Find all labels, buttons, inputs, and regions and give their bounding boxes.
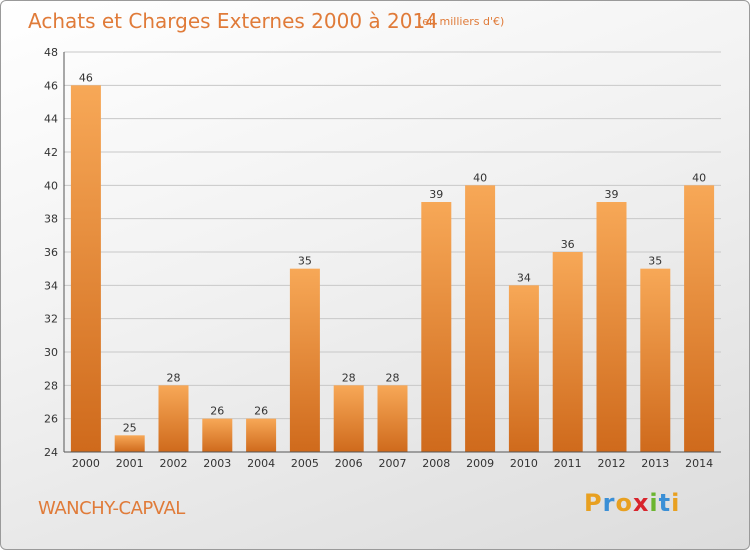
x-tick-label: 2003 xyxy=(203,457,231,470)
bar-value-label: 26 xyxy=(210,405,224,418)
bar-value-label: 28 xyxy=(342,371,356,384)
bar-value-label: 35 xyxy=(648,255,662,268)
bar[interactable] xyxy=(158,385,189,452)
x-tick-label: 2009 xyxy=(466,457,494,470)
logo-letter: i xyxy=(671,489,681,517)
y-tick-label: 36 xyxy=(44,246,58,259)
bar[interactable] xyxy=(684,185,715,453)
bar-value-label: 34 xyxy=(517,271,531,284)
y-tick-label: 44 xyxy=(44,113,58,126)
logo-letter: t xyxy=(658,489,672,517)
bar-value-label: 28 xyxy=(167,371,181,384)
y-tick-label: 40 xyxy=(44,179,58,192)
bar[interactable] xyxy=(246,418,277,452)
bar[interactable] xyxy=(421,202,452,452)
logo-letter: i xyxy=(649,489,659,517)
chart-title: Achats et Charges Externes 2000 à 2014 xyxy=(28,9,438,33)
x-tick-label: 2001 xyxy=(116,457,144,470)
bar-value-label: 28 xyxy=(386,371,400,384)
bars xyxy=(70,85,715,453)
bar[interactable] xyxy=(640,268,671,452)
bar[interactable] xyxy=(70,85,101,452)
labels: 24 26 28 30 32 34 36 38 40 42 44 46 48 46 2000 25 2001 28… xyxy=(44,46,713,470)
bar[interactable] xyxy=(289,268,320,452)
bar[interactable] xyxy=(333,385,364,452)
bar[interactable] xyxy=(114,435,145,452)
x-tick-label: 2007 xyxy=(379,457,407,470)
logo-letter: P xyxy=(584,489,603,517)
x-tick-label: 2014 xyxy=(685,457,713,470)
y-tick-label: 34 xyxy=(44,279,58,292)
bar-value-label: 39 xyxy=(605,188,619,201)
bar[interactable] xyxy=(202,418,233,452)
x-tick-label: 2011 xyxy=(554,457,582,470)
y-tick-label: 24 xyxy=(44,446,58,459)
axes xyxy=(63,52,721,453)
x-tick-label: 2000 xyxy=(72,457,100,470)
x-tick-label: 2004 xyxy=(247,457,275,470)
bar-value-label: 25 xyxy=(123,421,137,434)
y-tick-label: 28 xyxy=(44,379,58,392)
logo-letter: r xyxy=(602,489,616,517)
y-tick-label: 42 xyxy=(44,146,58,159)
chart-unit: (en milliers d'€) xyxy=(418,15,505,28)
y-tick-label: 32 xyxy=(44,313,58,326)
city-name: WANCHY-CAPVAL xyxy=(38,498,185,519)
bar-value-label: 40 xyxy=(692,171,706,184)
bar-value-label: 46 xyxy=(79,71,93,84)
bar[interactable] xyxy=(508,285,539,452)
proxiti-logo[interactable]: Proxiti xyxy=(584,489,680,517)
logo-letter: x xyxy=(632,489,650,517)
bar-value-label: 40 xyxy=(473,171,487,184)
y-tick-label: 48 xyxy=(44,46,58,59)
y-tick-label: 38 xyxy=(44,213,58,226)
bar[interactable] xyxy=(465,185,496,453)
x-tick-label: 2002 xyxy=(160,457,188,470)
bar-value-label: 36 xyxy=(561,238,575,251)
x-tick-label: 2006 xyxy=(335,457,363,470)
bar-value-label: 39 xyxy=(429,188,443,201)
bar[interactable] xyxy=(596,202,627,452)
x-tick-label: 2013 xyxy=(641,457,669,470)
y-tick-label: 30 xyxy=(44,346,58,359)
logo-letter: o xyxy=(615,489,633,517)
y-tick-label: 46 xyxy=(44,79,58,92)
x-tick-label: 2005 xyxy=(291,457,319,470)
bar[interactable] xyxy=(552,252,583,452)
bar[interactable] xyxy=(377,385,408,452)
y-tick-label: 26 xyxy=(44,413,58,426)
bar-value-label: 26 xyxy=(254,405,268,418)
x-tick-label: 2008 xyxy=(422,457,450,470)
x-tick-label: 2012 xyxy=(598,457,626,470)
x-tick-label: 2010 xyxy=(510,457,538,470)
bar-value-label: 35 xyxy=(298,255,312,268)
